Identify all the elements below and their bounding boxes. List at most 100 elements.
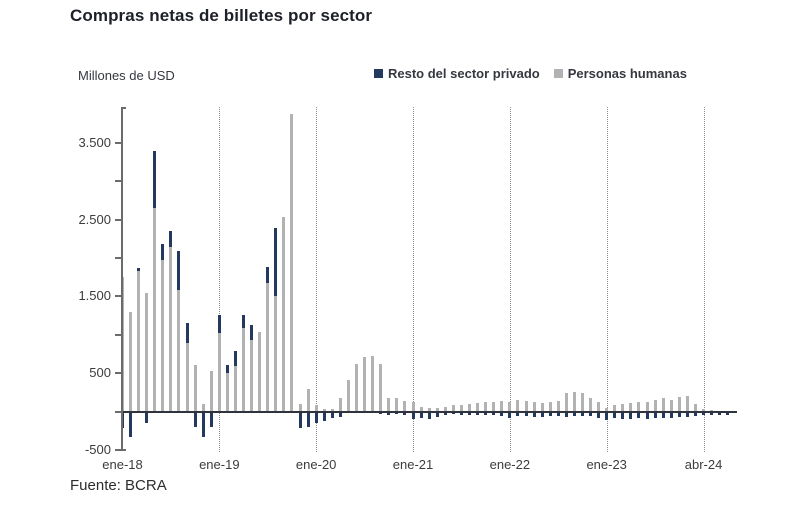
y-axis-tick [115, 448, 121, 451]
x-tick-label-ene-19: ene-19 [199, 457, 240, 472]
bar-resto-jul-18 [169, 231, 173, 247]
bar-personas-mar-18 [137, 271, 141, 412]
bar-personas-nov-22 [589, 398, 593, 412]
bar-personas-mar-20 [330, 409, 334, 412]
bar-personas-sep-22 [572, 391, 576, 412]
bar-personas-ene-24 [702, 409, 706, 412]
bar-personas-nov-21 [492, 401, 496, 412]
source-note: Fuente: BCRA [70, 477, 167, 494]
bar-resto-jul-23 [653, 411, 657, 419]
y-axis-tick [115, 410, 121, 413]
bar-resto-abr-24 [726, 411, 730, 415]
bar-personas-ago-19 [274, 296, 278, 412]
bar-personas-oct-21 [484, 402, 488, 412]
bar-resto-abr-18 [145, 411, 149, 423]
bar-personas-sep-19 [282, 216, 286, 412]
y-axis-top-cap [121, 107, 126, 109]
legend-swatch-personas-icon [553, 69, 563, 78]
bar-personas-jul-22 [556, 400, 560, 412]
bar-resto-mar-23 [621, 411, 625, 419]
bar-resto-mar-21 [427, 411, 431, 420]
bar-personas-ago-20 [371, 356, 375, 412]
bar-personas-may-22 [540, 403, 544, 412]
bar-personas-mar-19 [233, 366, 237, 412]
bar-resto-feb-18 [129, 411, 133, 437]
bar-personas-jun-18 [161, 259, 165, 412]
bar-personas-ene-20 [314, 405, 318, 412]
bar-personas-sep-23 [669, 399, 673, 412]
bar-resto-nov-22 [589, 411, 593, 417]
bar-resto-ago-19 [274, 228, 278, 297]
y-axis-tick [115, 333, 121, 336]
x-tick-label-ene-18: ene-18 [102, 457, 143, 472]
y-axis-tick [115, 180, 121, 183]
y-tick-label-3.500: 3.500 [78, 135, 111, 151]
bar-resto-ene-21 [411, 411, 415, 420]
legend-label-resto: Resto del sector privado [388, 66, 540, 81]
bar-personas-dic-18 [209, 370, 213, 412]
bar-resto-jun-18 [161, 244, 165, 260]
bar-personas-nov-19 [298, 403, 302, 412]
bar-resto-jun-22 [548, 411, 552, 417]
gridline [413, 107, 415, 452]
bar-personas-feb-18 [129, 311, 133, 412]
bar-personas-ago-23 [661, 398, 665, 412]
x-tick-label-ene-23: ene-23 [586, 457, 627, 472]
bar-resto-dic-23 [693, 411, 697, 417]
y-axis-tick [115, 142, 121, 145]
y-axis-line [121, 107, 123, 451]
bar-resto-nov-18 [201, 411, 205, 437]
bar-resto-may-22 [540, 411, 544, 418]
bar-personas-may-23 [637, 402, 641, 412]
bar-personas-abr-23 [629, 403, 633, 412]
bar-personas-nov-23 [685, 396, 689, 412]
bar-resto-mar-19 [233, 350, 237, 367]
gridline [219, 107, 221, 452]
bar-resto-ago-18 [177, 251, 181, 290]
bar-resto-oct-23 [677, 411, 681, 418]
bar-resto-sep-18 [185, 323, 189, 344]
bar-personas-ene-19 [217, 333, 221, 412]
bar-personas-sep-20 [379, 363, 383, 412]
bar-personas-ago-18 [177, 289, 181, 412]
bar-personas-dic-22 [597, 401, 601, 412]
y-axis-tick [115, 218, 121, 221]
bar-resto-ago-21 [468, 411, 471, 415]
bar-resto-feb-20 [322, 411, 326, 422]
bar-resto-abr-21 [435, 411, 439, 417]
bar-resto-nov-21 [492, 411, 496, 416]
bar-personas-ene-21 [411, 402, 415, 412]
bar-resto-sep-23 [669, 411, 673, 418]
bar-personas-dic-19 [306, 389, 310, 412]
bar-personas-may-20 [346, 380, 350, 412]
bar-personas-dic-23 [693, 403, 697, 412]
bar-personas-feb-22 [516, 399, 520, 412]
bar-personas-mar-23 [621, 403, 625, 412]
bar-resto-oct-21 [484, 411, 488, 415]
bar-resto-ene-20 [314, 411, 318, 423]
bar-resto-ene-19 [217, 314, 221, 334]
bar-resto-feb-23 [613, 411, 617, 419]
bar-personas-sep-18 [185, 343, 189, 412]
legend-item-personas: Personas humanas [553, 66, 687, 81]
legend-item-resto: Resto del sector privado [374, 66, 540, 81]
bar-resto-nov-20 [395, 411, 399, 414]
bar-resto-sep-21 [476, 411, 480, 415]
bar-resto-feb-19 [225, 364, 229, 374]
bar-resto-jul-22 [556, 411, 560, 416]
bar-personas-nov-18 [201, 403, 205, 412]
bar-resto-mar-20 [330, 411, 334, 418]
bar-resto-mar-18 [137, 268, 141, 272]
bar-personas-feb-23 [613, 404, 617, 412]
bar-personas-abr-21 [435, 408, 439, 412]
bar-personas-dic-20 [403, 400, 407, 412]
bar-resto-abr-19 [242, 314, 246, 328]
bar-resto-dic-18 [209, 411, 213, 427]
bar-resto-mar-22 [524, 411, 528, 417]
bar-personas-feb-20 [322, 409, 326, 412]
gridline [316, 107, 318, 452]
bar-resto-sep-22 [572, 411, 576, 416]
bar-personas-jun-21 [451, 405, 455, 412]
bar-personas-abr-19 [242, 327, 246, 412]
